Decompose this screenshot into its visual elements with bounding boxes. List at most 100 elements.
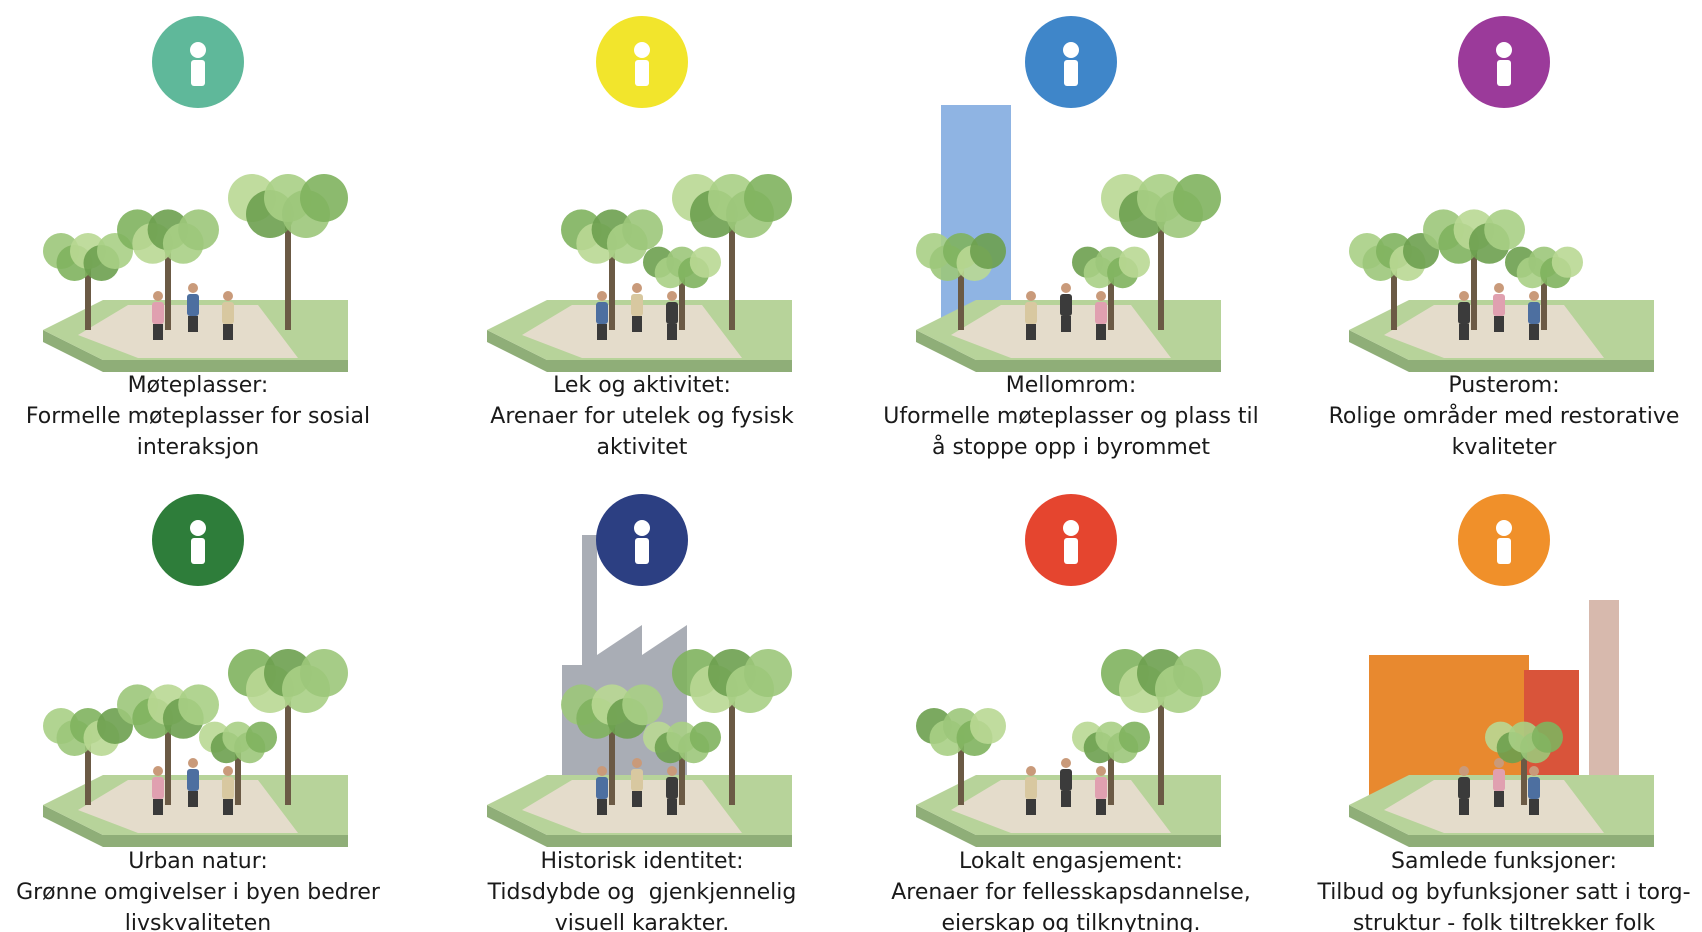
card-description: struktur - folk tiltrekker folk [1353, 911, 1656, 932]
person-legs [188, 316, 198, 332]
card-description: Tidsdybde og gjenkjennelig [487, 880, 797, 905]
tree-crown [1173, 649, 1221, 697]
ground-side [1349, 805, 1654, 847]
icon-glyph [191, 60, 205, 86]
person-body [596, 777, 608, 799]
card-description: Arenaer for utelek og fysisk [490, 404, 794, 429]
tree-trunk [609, 715, 615, 805]
icon-glyph [1063, 42, 1079, 58]
person-head [1096, 291, 1106, 301]
person-body [187, 769, 199, 791]
card: Møteplasser: Formelle møteplasser for sos… [26, 16, 370, 460]
tree-crown [178, 684, 220, 726]
tree-trunk [679, 745, 685, 805]
card-description: aktivitet [597, 435, 688, 460]
person-head [1529, 766, 1539, 776]
card-title: Pusterom: [1448, 373, 1559, 398]
person-body [1060, 294, 1072, 316]
person-legs [1494, 316, 1504, 332]
person-legs [1529, 799, 1539, 815]
person-legs [1096, 324, 1106, 340]
ground-side [1349, 330, 1654, 372]
icon-glyph [635, 538, 649, 564]
tree-trunk [235, 745, 241, 805]
person-head [1494, 758, 1504, 768]
card: Samlede funksjoner: Tilbud og byfunksjone… [1316, 494, 1691, 932]
person-legs [1459, 324, 1469, 340]
card-title: Historisk identitet: [540, 849, 743, 874]
person-body [1528, 777, 1540, 799]
icon-glyph [190, 520, 206, 536]
person-body [222, 777, 234, 799]
person-legs [667, 324, 677, 340]
tree-trunk [285, 685, 291, 805]
card-description: Formelle møteplasser for sosial [26, 404, 370, 429]
tree-trunk [1391, 260, 1397, 330]
tree-trunk [1108, 270, 1114, 330]
person-legs [223, 799, 233, 815]
person-head [1459, 291, 1469, 301]
tree-crown [1118, 246, 1150, 278]
tree-trunk [85, 260, 91, 330]
card-description: interaksjon [137, 435, 259, 460]
person-head [597, 766, 607, 776]
person-legs [1061, 791, 1071, 807]
card-description: Arenaer for fellesskapsdannelse, [891, 880, 1251, 905]
person-body [666, 302, 678, 324]
person-legs [1026, 324, 1036, 340]
tree-trunk [1521, 745, 1527, 805]
person-legs [153, 324, 163, 340]
card-description: å stoppe opp i byrommet [932, 434, 1210, 460]
person-head [632, 283, 642, 293]
card-title: Lokalt engasjement: [959, 849, 1183, 874]
person-legs [1096, 799, 1106, 815]
card: Mellomrom: Uformelle møteplasser og plass… [883, 16, 1259, 460]
card-description: Tilbud og byfunksjoner satt i torg- [1316, 880, 1690, 905]
person-legs [223, 324, 233, 340]
icon-glyph [1496, 42, 1512, 58]
card: Historisk identitet: Tidsdybde og gjenkje… [487, 494, 797, 932]
icon-glyph [191, 538, 205, 564]
tree-crown [1173, 174, 1221, 222]
person-head [188, 758, 198, 768]
tree-trunk [165, 240, 171, 330]
person-body [666, 777, 678, 799]
tree-crown [689, 721, 722, 753]
icon-glyph [1497, 60, 1511, 86]
card-description: Uformelle møteplasser og plass til [883, 404, 1259, 429]
card-description: livskvaliteten [125, 911, 271, 932]
tree-crown [300, 649, 348, 697]
tree-trunk [1158, 685, 1164, 805]
person-body [1493, 769, 1505, 791]
person-body [1025, 302, 1037, 324]
tree-trunk [165, 715, 171, 805]
ground-side [43, 805, 348, 847]
tree-crown [245, 721, 277, 753]
tree-crown [744, 649, 792, 697]
card: Lek og aktivitet: Arenaer for utelek og f… [487, 16, 794, 460]
person-body [1060, 769, 1072, 791]
person-head [223, 766, 233, 776]
icon-glyph [1064, 60, 1078, 86]
person-body [152, 777, 164, 799]
icon-glyph [635, 60, 649, 86]
person-body [152, 302, 164, 324]
person-body [631, 294, 643, 316]
tree-trunk [1108, 745, 1114, 805]
person-head [1459, 766, 1469, 776]
person-head [153, 766, 163, 776]
icon-glyph [1497, 538, 1511, 564]
tree-trunk [1471, 240, 1477, 330]
person-body [1528, 302, 1540, 324]
person-head [632, 758, 642, 768]
person-head [667, 291, 677, 301]
person-legs [597, 799, 607, 815]
person-body [1493, 294, 1505, 316]
card-title: Møteplasser: [128, 373, 269, 398]
card-description: Rolige områder med restorative [1329, 403, 1680, 429]
icon-glyph [1496, 520, 1512, 536]
person-body [187, 294, 199, 316]
icon-glyph [634, 42, 650, 58]
person-legs [632, 316, 642, 332]
tree-crown [178, 209, 220, 251]
